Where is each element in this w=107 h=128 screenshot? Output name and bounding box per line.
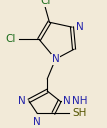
- Text: N: N: [18, 96, 26, 106]
- Text: Cl: Cl: [40, 0, 51, 6]
- Text: Cl: Cl: [5, 34, 16, 44]
- Text: N: N: [76, 22, 84, 32]
- Text: N: N: [33, 117, 41, 127]
- Text: SH: SH: [72, 108, 86, 118]
- Text: NH: NH: [72, 96, 88, 106]
- Text: N: N: [52, 54, 59, 64]
- Text: N: N: [63, 96, 71, 106]
